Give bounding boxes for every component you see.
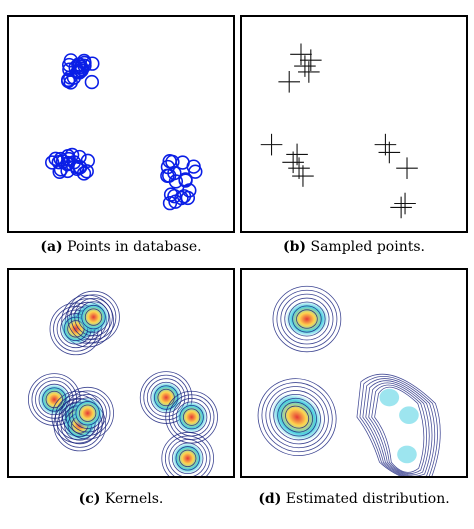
plus-marker <box>288 157 310 179</box>
caption-c-text: Kernels. <box>100 491 164 507</box>
caption-c: (c) Kernels. <box>7 491 235 507</box>
circle-marker <box>45 155 60 170</box>
plus-marker <box>298 61 320 83</box>
circle-marker <box>51 155 66 170</box>
caption-a-tag: (a) <box>40 239 63 255</box>
plus-marker <box>374 133 397 156</box>
plus-marker <box>390 196 412 219</box>
panel-kernels <box>7 268 235 478</box>
kernel-contour <box>161 432 214 476</box>
kernel-contour <box>165 390 218 444</box>
circle-marker <box>70 161 85 177</box>
plus-marker <box>260 133 283 156</box>
circle-marker <box>61 73 76 89</box>
plus-marker <box>290 43 312 66</box>
circle-marker <box>72 159 87 175</box>
panel-points-in-database <box>7 15 235 233</box>
plus-marker <box>378 141 401 164</box>
kernels-plot <box>28 290 218 476</box>
circle-marker <box>167 188 182 204</box>
caption-b-tag: (b) <box>283 239 307 255</box>
circle-marker <box>178 173 193 188</box>
circle-marker <box>63 53 79 68</box>
caption-b: (b) Sampled points. <box>240 239 468 255</box>
kernel-contour <box>67 290 120 344</box>
circle-marker <box>73 59 89 75</box>
database-points-plot <box>45 53 203 211</box>
plus-marker <box>282 151 304 174</box>
plus-marker <box>394 192 416 215</box>
caption-d: (d) Estimated distribution. <box>240 491 468 507</box>
plus-marker <box>294 55 316 77</box>
panel-sampled-points <box>240 15 468 233</box>
plus-marker <box>300 49 322 71</box>
estimated-contour-right <box>356 373 441 476</box>
kernel-contour <box>257 378 337 456</box>
circle-marker <box>53 162 69 177</box>
circle-marker <box>162 195 178 211</box>
circle-marker <box>71 57 86 72</box>
plus-marker <box>292 165 314 187</box>
kernel-contour <box>61 386 114 440</box>
circle-marker <box>174 190 189 206</box>
caption-c-tag: (c) <box>78 491 101 507</box>
sampled-points-plot <box>260 43 418 219</box>
circle-marker <box>176 189 192 204</box>
circle-marker <box>79 164 94 179</box>
panel-estimated-distribution <box>240 268 468 478</box>
caption-d-text: Estimated distribution. <box>281 491 450 507</box>
circle-marker <box>68 60 83 75</box>
caption-a: (a) Points in database. <box>7 239 235 255</box>
plus-marker <box>396 157 418 179</box>
caption-d-tag: (d) <box>258 491 282 507</box>
plus-marker <box>278 70 301 93</box>
circle-marker <box>175 155 190 170</box>
caption-b-text: Sampled points. <box>306 239 425 255</box>
caption-a-text: Points in database. <box>62 239 202 255</box>
kernel-contour <box>272 285 342 353</box>
plus-marker <box>286 143 308 166</box>
circle-marker <box>84 74 100 90</box>
circle-marker <box>63 75 78 90</box>
estimated-distribution-plot <box>257 285 441 476</box>
circle-marker <box>167 165 182 181</box>
